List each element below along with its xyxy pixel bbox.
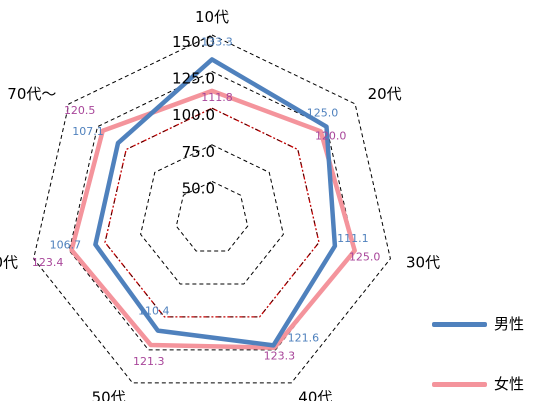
- tick-label-2: 100.0: [172, 106, 215, 124]
- gridline-0: [175, 180, 249, 252]
- legend-swatch-male: [432, 322, 487, 327]
- data-label-1-0: 111.8: [201, 91, 233, 104]
- category-label-3: 40代: [298, 388, 332, 401]
- data-label-1-2: 125.0: [349, 251, 381, 264]
- category-label-1: 20代: [368, 85, 402, 103]
- data-label-1-3: 123.3: [264, 350, 296, 363]
- data-label-0-1: 125.0: [307, 107, 339, 120]
- category-label-5: 60代: [0, 253, 18, 271]
- data-label-0-0: 133.3: [201, 35, 233, 48]
- data-label-0-3: 121.6: [288, 331, 320, 344]
- tick-label-4: 150.0: [172, 33, 215, 51]
- data-label-1-6: 120.5: [64, 104, 96, 117]
- data-label-1-4: 121.3: [133, 355, 165, 368]
- data-label-1-1: 120.0: [315, 129, 347, 142]
- category-label-6: 70代～: [7, 85, 56, 103]
- gridline-4: [33, 34, 391, 384]
- gridline-3: [68, 71, 356, 351]
- reference-line: [104, 107, 320, 318]
- legend-label-male: 男性: [494, 315, 525, 333]
- data-label-0-6: 107.1: [72, 125, 104, 138]
- series-line-0: [93, 57, 338, 348]
- legend-label-female: 女性: [494, 375, 525, 393]
- tick-label-0: 50.0: [182, 179, 215, 197]
- series-line-1: [69, 88, 357, 350]
- legend-item-female: 女性: [432, 372, 541, 396]
- tick-label-1: 75.0: [182, 143, 215, 161]
- tick-label-3: 125.0: [172, 70, 215, 88]
- category-label-0: 10代: [195, 8, 229, 26]
- legend-item-male: 男性: [432, 312, 541, 336]
- legend-swatch-female: [432, 382, 487, 387]
- data-label-0-2: 111.1: [337, 232, 369, 245]
- data-label-0-4: 110.4: [138, 305, 170, 318]
- category-label-2: 30代: [406, 253, 440, 271]
- data-label-1-5: 123.4: [32, 256, 64, 269]
- data-label-0-5: 106.7: [50, 239, 82, 252]
- gridline-1: [140, 144, 284, 285]
- category-label-4: 50代: [92, 388, 126, 401]
- reference-line-overlay: [104, 107, 320, 318]
